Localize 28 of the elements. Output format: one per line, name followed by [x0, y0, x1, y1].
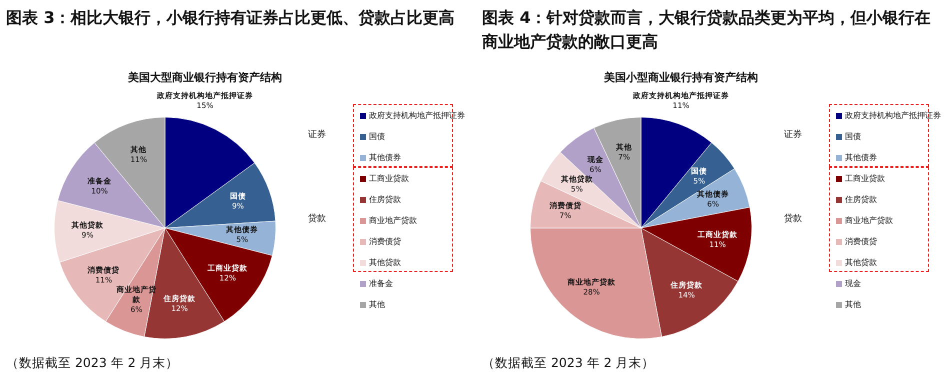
text: （数据截至 2023 年 2 月末）	[6, 355, 179, 372]
text: 证券	[784, 128, 802, 140]
legend-label: 商业地产贷款	[845, 215, 893, 226]
legend-label: 其他	[845, 299, 861, 310]
category-label: 商业地产贷款	[369, 216, 417, 225]
chart-title: 图表 4：针对贷款而言，大银行贷款品类更为平均，但小银行在商业地产贷款的敞口更高	[482, 7, 932, 53]
text: 证券	[308, 128, 326, 140]
legend-label: 国债	[369, 131, 385, 142]
legend-label: 住房贷款	[369, 194, 401, 205]
legend-label: 其他贷款	[845, 257, 877, 268]
legend-label: 现金	[845, 278, 861, 289]
legend-label: 其他债券	[845, 152, 877, 163]
legend-label: 消费债贷	[845, 236, 877, 247]
chart-title: 图表 3：相比大银行，小银行持有证券占比更低、贷款占比更高	[6, 7, 456, 29]
legend-label: 住房贷款	[845, 194, 877, 205]
legend-label: 其他贷款	[369, 257, 401, 268]
legend-label: 消费债贷	[369, 236, 401, 247]
chart-subtitle: 美国大型商业银行持有资产结构	[127, 70, 283, 85]
text: 贷款	[308, 212, 326, 224]
legend-label: 准备金	[369, 278, 393, 289]
legend-label: 其他债券	[369, 152, 401, 163]
legend-label: 工商业贷款	[369, 173, 409, 184]
legend-label: 其他	[369, 299, 385, 310]
text: （数据截至 2023 年 2 月末）	[482, 355, 655, 372]
chart-subtitle: 美国小型商业银行持有资产结构	[603, 70, 759, 85]
text: 贷款	[784, 212, 802, 224]
legend-label: 工商业贷款	[845, 173, 885, 184]
legend-label: 国债	[845, 131, 861, 142]
